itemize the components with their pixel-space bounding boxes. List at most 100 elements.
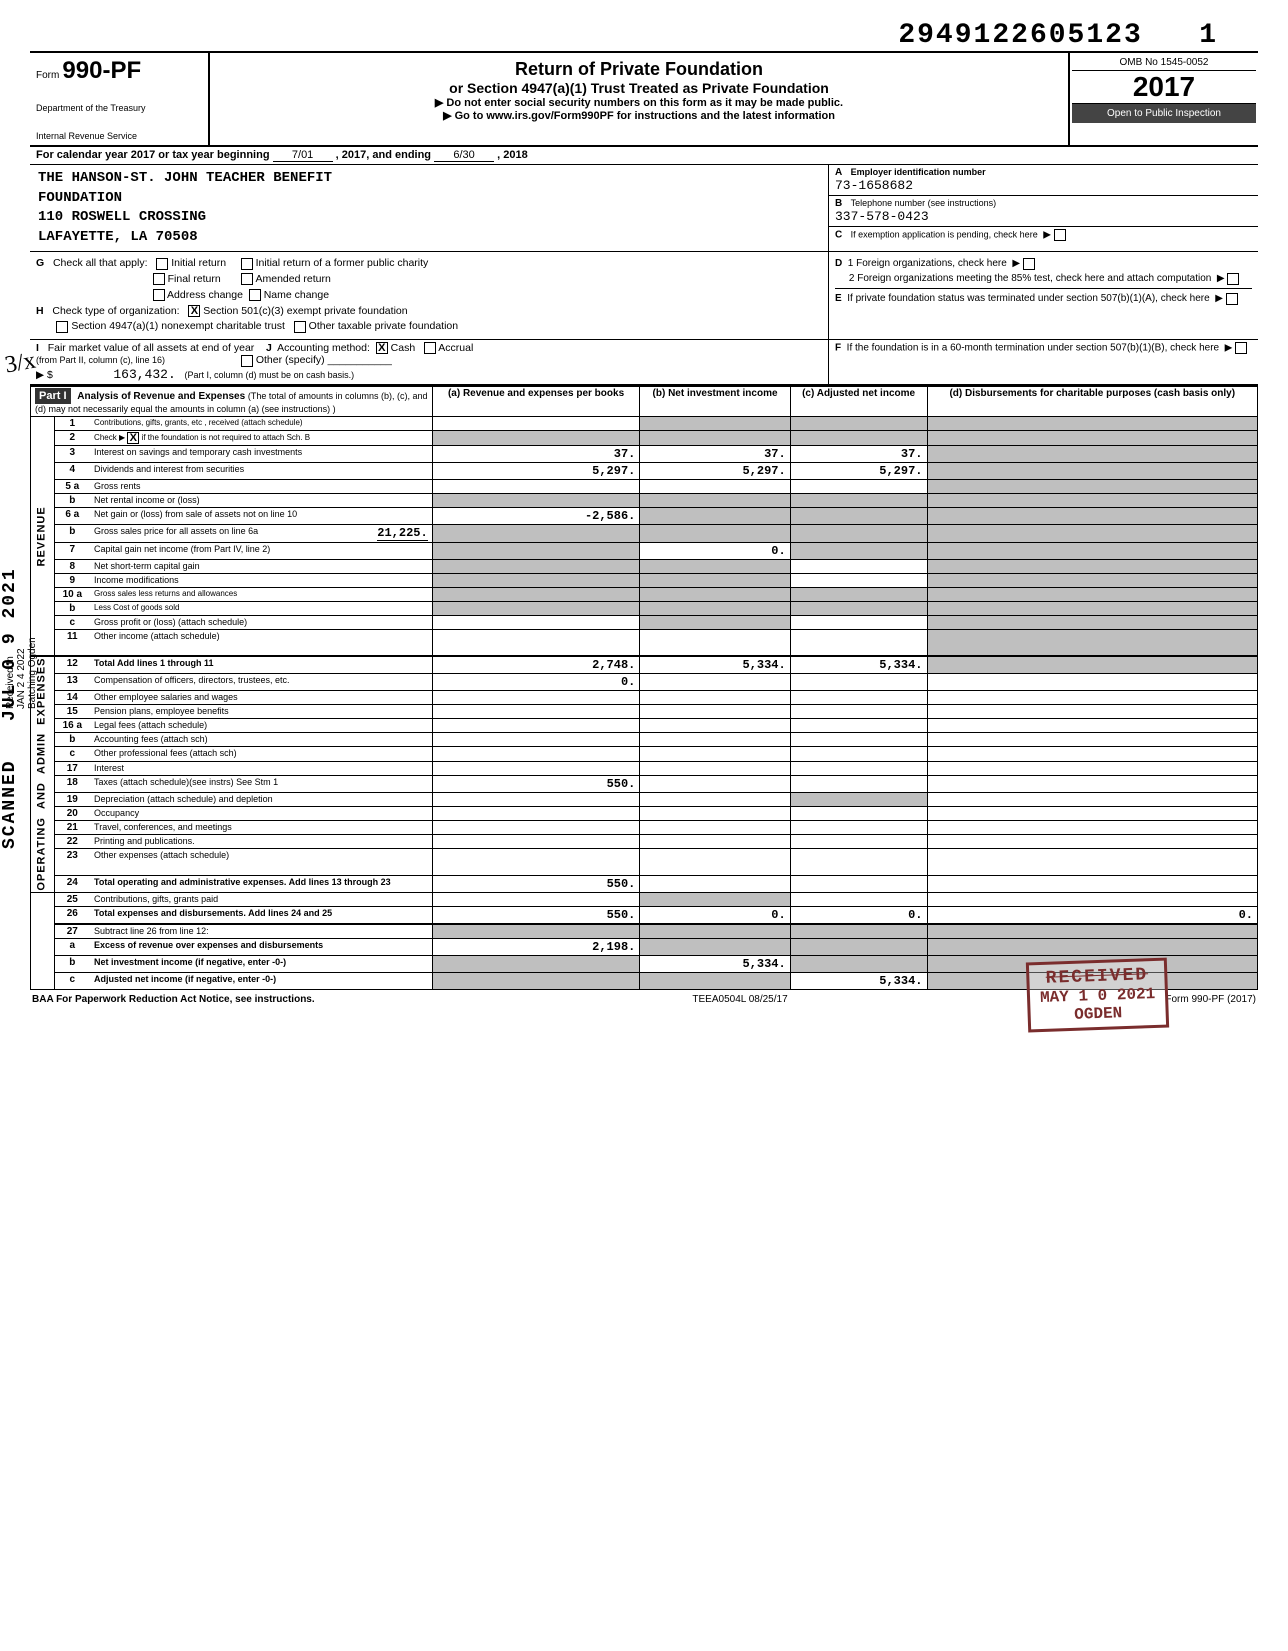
r5b-b bbox=[640, 493, 790, 507]
r16b-a bbox=[432, 733, 640, 747]
r10a-b bbox=[640, 587, 790, 601]
section-gh: G Check all that apply: Initial return I… bbox=[30, 252, 1258, 340]
row-5a: 5 a Gross rents bbox=[31, 479, 1258, 493]
chk-cash[interactable]: X bbox=[376, 342, 388, 354]
r14-num: 14 bbox=[54, 690, 90, 704]
chk-d2[interactable] bbox=[1227, 273, 1239, 285]
box-c-text: If exemption application is pending, che… bbox=[851, 230, 1038, 240]
calendar-year-row: For calendar year 2017 or tax year begin… bbox=[30, 147, 1258, 165]
r10a-d bbox=[927, 587, 1258, 601]
col-a-header: (a) Revenue and expenses per books bbox=[432, 386, 640, 416]
barcode-number: 2949122605123 1 bbox=[30, 20, 1258, 51]
box-i-label: I bbox=[36, 342, 39, 354]
box-i-arrow: ▶ $ bbox=[36, 369, 53, 381]
chk-accrual[interactable] bbox=[424, 342, 436, 354]
row-6a: 6 a Net gain or (loss) from sale of asse… bbox=[31, 507, 1258, 524]
chk-other-taxable[interactable] bbox=[294, 321, 306, 333]
r11-num: 11 bbox=[54, 629, 90, 656]
chk-amended[interactable] bbox=[241, 273, 253, 285]
r6b-d: Gross sales price for all assets on line… bbox=[94, 526, 258, 536]
r27c-num: c bbox=[54, 972, 90, 989]
r23-num: 23 bbox=[54, 849, 90, 875]
entity-addr-1: 110 ROSWELL CROSSING bbox=[38, 208, 820, 228]
r6a-d bbox=[927, 507, 1258, 524]
r17-num: 17 bbox=[54, 761, 90, 775]
r16c-d bbox=[927, 747, 1258, 761]
r12-d bbox=[927, 656, 1258, 674]
r21-b bbox=[640, 821, 790, 835]
r2-a bbox=[432, 430, 640, 445]
r2-d1: Check ▶ bbox=[94, 433, 125, 442]
r9-num: 9 bbox=[54, 573, 90, 587]
r17-desc: Interest bbox=[90, 761, 432, 775]
r12-num: 12 bbox=[54, 656, 90, 674]
r19-desc: Depreciation (attach schedule) and deple… bbox=[90, 792, 432, 806]
box-c-checkbox[interactable] bbox=[1054, 229, 1066, 241]
box-a: A Employer identification number 73-1658… bbox=[829, 165, 1258, 196]
cal-prefix: For calendar year 2017 or tax year begin… bbox=[36, 149, 270, 161]
r22-b bbox=[640, 835, 790, 849]
r24-desc: Total operating and administrative expen… bbox=[90, 875, 432, 892]
section-i-right: F If the foundation is in a 60-month ter… bbox=[828, 340, 1258, 383]
row-22: 22 Printing and publications. bbox=[31, 835, 1258, 849]
row-10b: b Less Cost of goods sold bbox=[31, 601, 1258, 615]
r27a-b bbox=[640, 938, 790, 955]
chk-address[interactable] bbox=[153, 289, 165, 301]
form-title: Return of Private Foundation bbox=[216, 59, 1062, 80]
box-b: B Telephone number (see instructions) 33… bbox=[829, 196, 1258, 227]
r22-a bbox=[432, 835, 640, 849]
r10a-num: 10 a bbox=[54, 587, 90, 601]
r1-c bbox=[790, 416, 927, 430]
chk-initial[interactable] bbox=[156, 258, 168, 270]
box-g-prefix: Check all that apply: bbox=[53, 257, 148, 269]
section-ij: I Fair market value of all assets at end… bbox=[30, 340, 1258, 385]
page-corner-number: 1 bbox=[1199, 20, 1218, 51]
r14-c bbox=[790, 690, 927, 704]
r27-desc: Subtract line 26 from line 12: bbox=[90, 924, 432, 939]
omb-number: OMB No 1545-0052 bbox=[1072, 55, 1256, 71]
chk-other-method[interactable] bbox=[241, 355, 253, 367]
chk-name[interactable] bbox=[249, 289, 261, 301]
r18-d bbox=[927, 775, 1258, 792]
r2-chk[interactable]: X bbox=[127, 432, 139, 444]
r4-b: 5,297. bbox=[640, 462, 790, 479]
row-4: 4 Dividends and interest from securities… bbox=[31, 462, 1258, 479]
chk-d1[interactable] bbox=[1023, 258, 1035, 270]
chk-f[interactable] bbox=[1235, 342, 1247, 354]
box-e: E If private foundation status was termi… bbox=[835, 288, 1252, 306]
opt-4947: Section 4947(a)(1) nonexempt charitable … bbox=[71, 320, 285, 332]
r8-d bbox=[927, 559, 1258, 573]
public-inspection: Open to Public Inspection bbox=[1072, 104, 1256, 123]
r3-b: 37. bbox=[640, 445, 790, 462]
r4-c: 5,297. bbox=[790, 462, 927, 479]
r1-desc: Contributions, gifts, grants, etc , rece… bbox=[90, 416, 432, 430]
r5a-d bbox=[927, 479, 1258, 493]
r6a-num: 6 a bbox=[54, 507, 90, 524]
chk-4947[interactable] bbox=[56, 321, 68, 333]
r11-c bbox=[790, 629, 927, 656]
r27a-d bbox=[927, 938, 1258, 955]
chk-501c3[interactable]: X bbox=[188, 305, 200, 317]
form-number: 990-PF bbox=[62, 57, 141, 84]
r21-num: 21 bbox=[54, 821, 90, 835]
side-revenue: REVENUE bbox=[31, 416, 55, 656]
r11-desc: Other income (attach schedule) bbox=[90, 629, 432, 656]
form-header-right: OMB No 1545-0052 2017 Open to Public Ins… bbox=[1068, 53, 1258, 145]
r5a-desc: Gross rents bbox=[90, 479, 432, 493]
row-10c: c Gross profit or (loss) (attach schedul… bbox=[31, 615, 1258, 629]
r6b-val: 21,225. bbox=[377, 526, 427, 541]
side-op: OPERATING bbox=[35, 817, 47, 891]
chk-final[interactable] bbox=[153, 273, 165, 285]
r16b-d bbox=[927, 733, 1258, 747]
r16a-desc: Legal fees (attach schedule) bbox=[90, 719, 432, 733]
chk-initial-former[interactable] bbox=[241, 258, 253, 270]
r27b-c bbox=[790, 955, 927, 972]
chk-e[interactable] bbox=[1226, 293, 1238, 305]
tax-year: 2017 bbox=[1072, 71, 1256, 104]
box-g-label: G bbox=[36, 257, 44, 269]
part1-header-desc: Part I Analysis of Revenue and Expenses … bbox=[31, 386, 433, 416]
r23-a bbox=[432, 849, 640, 875]
r20-a bbox=[432, 806, 640, 820]
r9-c bbox=[790, 573, 927, 587]
section-gh-right: D 1 Foreign organizations, check here ▶ … bbox=[828, 252, 1258, 339]
